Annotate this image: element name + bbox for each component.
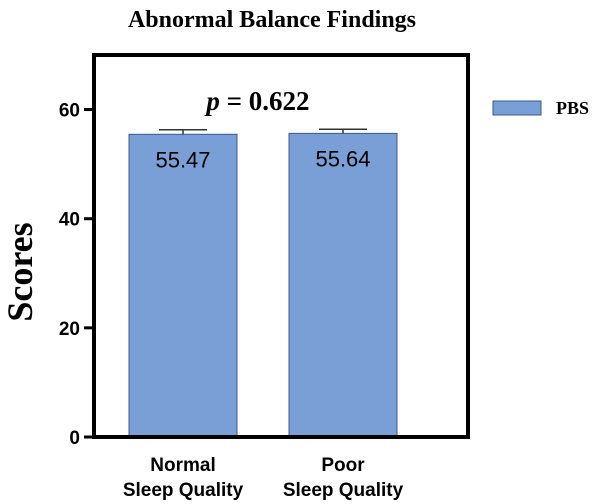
y-tick-label: 20 <box>59 319 80 340</box>
category-label: Sleep Quality <box>123 480 244 501</box>
plot-frame <box>92 53 470 439</box>
bar <box>288 132 398 438</box>
legend-swatch-pbs <box>492 100 542 116</box>
p-value-text: = 0.622 <box>220 86 310 116</box>
y-tick-label: 40 <box>59 210 80 231</box>
bars: 55.47 55.64 <box>128 128 398 438</box>
p-value-prefix: p <box>204 86 220 116</box>
data-label: 55.64 <box>315 146 370 171</box>
category-label: Sleep Quality <box>283 480 404 501</box>
category-label: Normal <box>150 455 215 476</box>
chart-title: Abnormal Balance Findings <box>128 7 416 33</box>
bar <box>128 133 238 438</box>
y-axis-label: Scores <box>0 222 40 321</box>
data-label: 55.47 <box>155 147 210 172</box>
legend-label-pbs: PBS <box>556 98 589 118</box>
y-tick-label: 0 <box>69 428 80 449</box>
x-axis-labels: Normal Sleep Quality Poor Sleep Quality <box>123 455 404 501</box>
y-axis: 0 20 40 60 <box>59 101 94 449</box>
category-label: Poor <box>321 455 365 476</box>
p-value-annotation: p = 0.622 <box>204 86 309 116</box>
y-tick-label: 60 <box>59 101 80 122</box>
legend: PBS <box>492 98 589 118</box>
